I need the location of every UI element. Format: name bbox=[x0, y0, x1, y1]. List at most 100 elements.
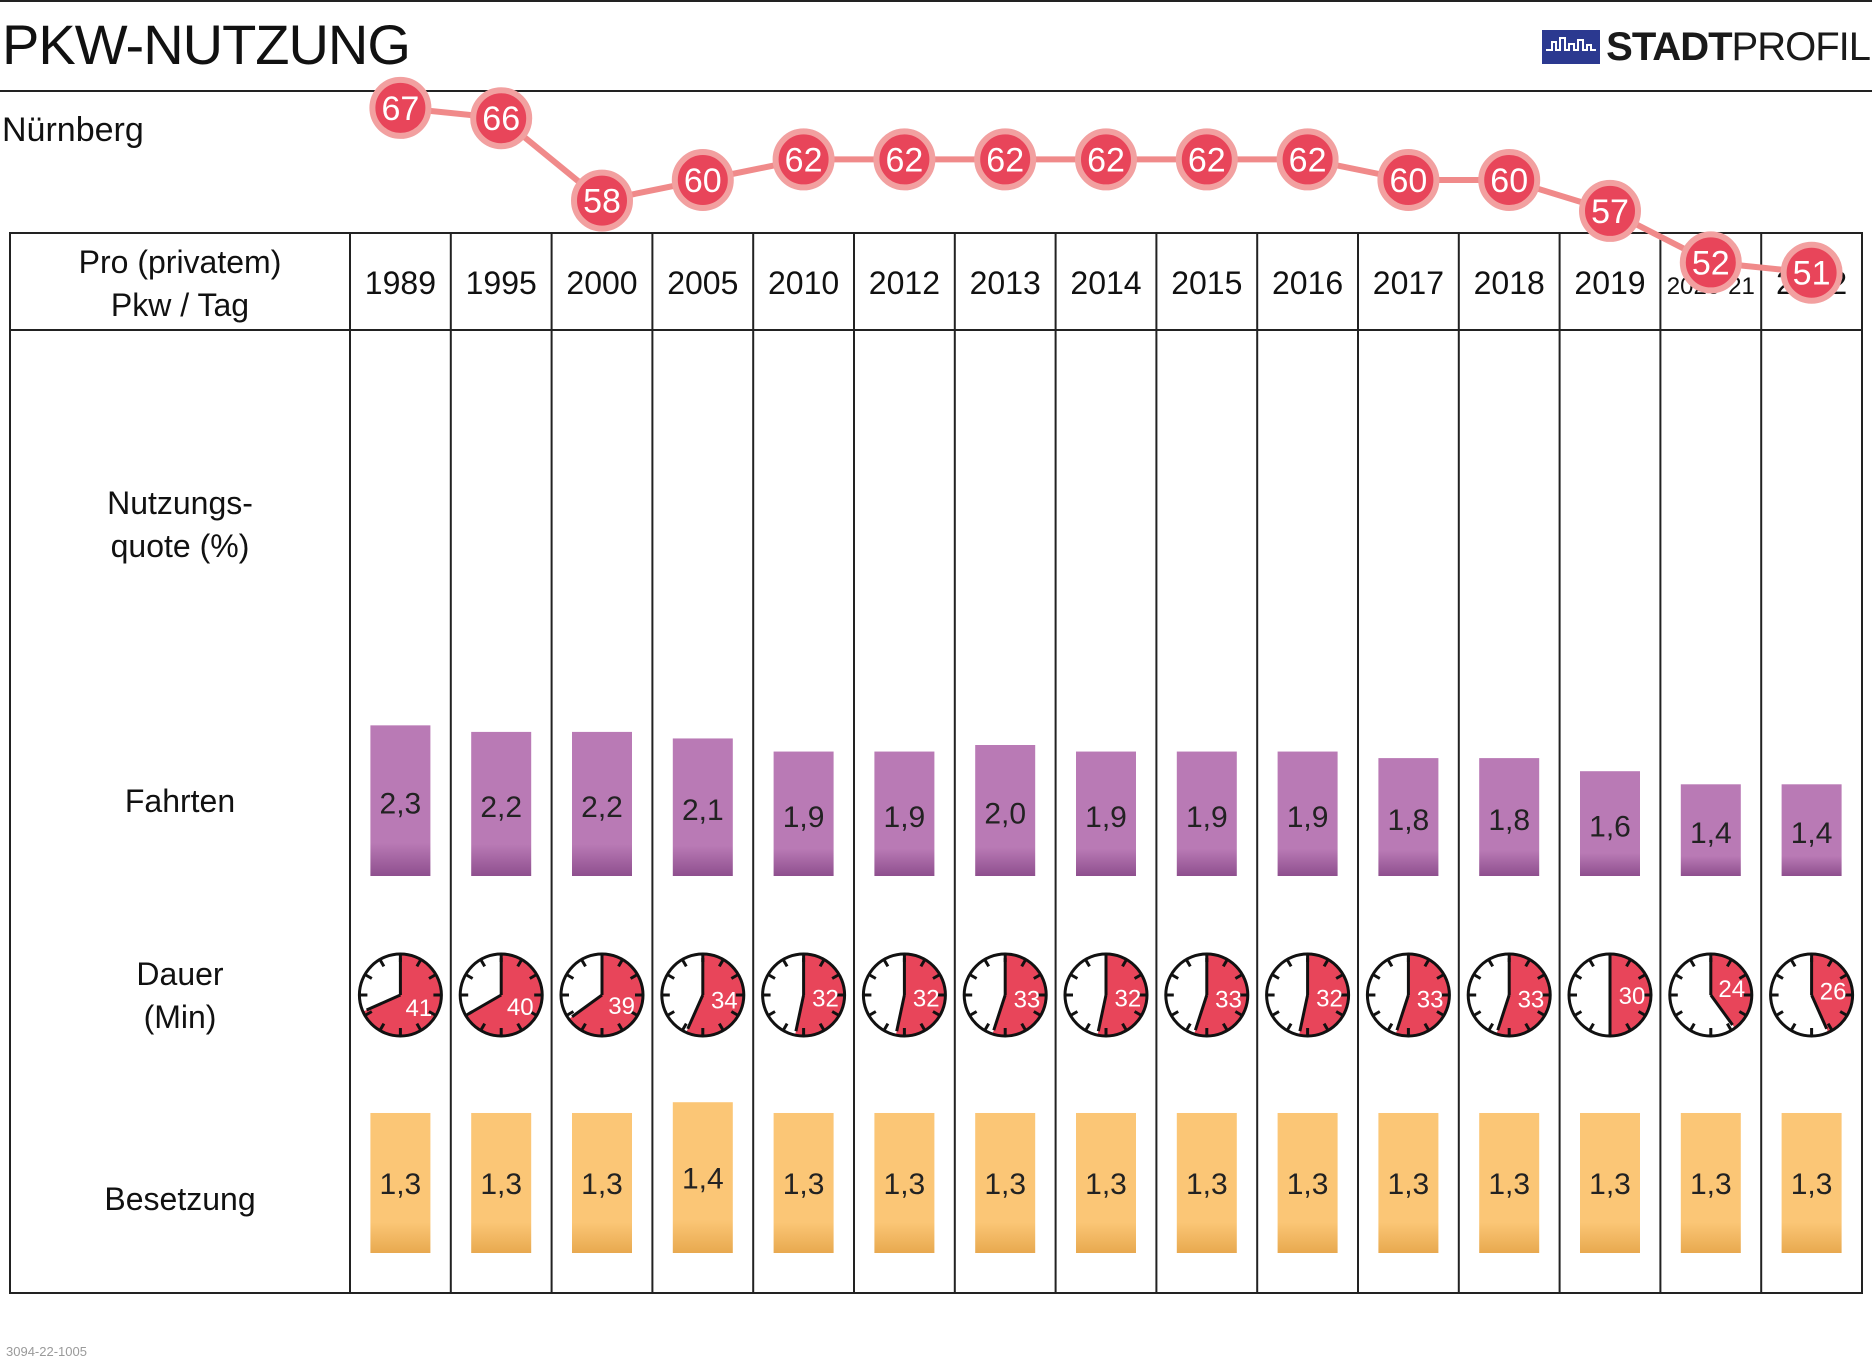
clock-rim bbox=[458, 952, 544, 1038]
fahrten-value: 1,9 bbox=[1287, 801, 1329, 834]
year-label: 2014 bbox=[1070, 265, 1141, 301]
clock-icon bbox=[1668, 952, 1754, 1038]
clock-hand-end bbox=[1193, 994, 1209, 1031]
clock-hand-end bbox=[1496, 994, 1511, 1031]
besetzung-value: 1,3 bbox=[581, 1168, 623, 1201]
besetzung-bar bbox=[1176, 1112, 1237, 1253]
figure-code: 3094-22-1005 bbox=[6, 1344, 87, 1359]
fahrten-value: 2,0 bbox=[984, 798, 1026, 831]
clock-sector bbox=[895, 954, 946, 1036]
fahrten-bar bbox=[1076, 751, 1136, 876]
besetzung-bar bbox=[1378, 1112, 1439, 1253]
besetzung-bar bbox=[1781, 1112, 1842, 1253]
clock-hand-end bbox=[992, 994, 1007, 1031]
dauer-value: 32 bbox=[1316, 985, 1343, 1012]
nutzungsquote-value: 62 bbox=[1087, 141, 1125, 179]
nutzungsquote-point bbox=[772, 128, 835, 191]
nutzungsquote-value: 58 bbox=[583, 183, 621, 221]
dauer-value: 32 bbox=[1115, 985, 1142, 1012]
fahrten-bar bbox=[874, 751, 935, 876]
besetzung-bar bbox=[1277, 1112, 1338, 1253]
nutzungsquote-point bbox=[1276, 128, 1339, 191]
besetzung-bar bbox=[1076, 1112, 1136, 1253]
year-label: 2000 bbox=[566, 265, 637, 301]
dauer-value: 39 bbox=[608, 993, 635, 1020]
nutzungsquote-point bbox=[1679, 231, 1742, 294]
clock-hand-end bbox=[895, 994, 906, 1032]
page-title: PKW-NUTZUNG bbox=[2, 13, 411, 76]
nutzungsquote-point bbox=[1579, 179, 1641, 242]
fahrten-bar bbox=[572, 731, 632, 876]
nutzungsquote-value: 52 bbox=[1692, 244, 1730, 282]
fahrten-value: 1,6 bbox=[1589, 811, 1631, 844]
nutzungsquote-value: 60 bbox=[1490, 162, 1528, 200]
nutzungsquote-value: 60 bbox=[1389, 162, 1427, 200]
dauer-value: 40 bbox=[507, 994, 534, 1021]
dauer-label-line1: Dauer bbox=[136, 956, 224, 992]
nutzungsquote-point bbox=[1175, 128, 1238, 191]
fahrten-bar bbox=[471, 731, 532, 876]
besetzung-series: 1,3 1,3 1,3 1,4 1,3 1,3 1,3 1,3 1,3 1,3 1,3 1,3 1,3 1… bbox=[370, 1102, 1842, 1253]
fahrten-value: 1,9 bbox=[1085, 801, 1127, 834]
besetzung-value: 1,3 bbox=[1488, 1168, 1530, 1201]
clock-icon bbox=[1567, 952, 1653, 1038]
besetzung-value: 1,3 bbox=[1791, 1168, 1833, 1201]
fahrten-value: 2,2 bbox=[480, 791, 522, 824]
nutzungsquote-value: 62 bbox=[986, 141, 1024, 179]
dauer-value: 33 bbox=[1417, 986, 1444, 1013]
clock-sector bbox=[568, 954, 643, 1036]
dauer-value: 30 bbox=[1619, 983, 1646, 1010]
nutzungsquote-value: 62 bbox=[1188, 141, 1226, 179]
dauer-value: 33 bbox=[1215, 986, 1242, 1013]
clock-icon bbox=[357, 952, 443, 1038]
fahrten-bar bbox=[1479, 758, 1540, 876]
dauer-value: 34 bbox=[711, 988, 738, 1015]
fahrten-value: 1,9 bbox=[783, 801, 825, 834]
clock-sector bbox=[1710, 954, 1752, 1029]
clock-icon bbox=[1164, 952, 1250, 1038]
nutzungsquote-value: 62 bbox=[785, 141, 823, 179]
nutzungsquote-point bbox=[1478, 149, 1541, 211]
dauer-value: 24 bbox=[1718, 976, 1745, 1003]
clock-sector bbox=[362, 954, 442, 1036]
clock-hand-end bbox=[1096, 994, 1108, 1032]
besetzung-value: 1,3 bbox=[884, 1168, 926, 1201]
year-label: 2017 bbox=[1373, 265, 1444, 301]
clock-rim bbox=[1063, 952, 1149, 1038]
fahrten-value: 1,9 bbox=[1186, 801, 1228, 834]
besetzung-value: 1,3 bbox=[1186, 1168, 1228, 1201]
besetzung-bar bbox=[874, 1112, 935, 1253]
besetzung-value: 1,3 bbox=[380, 1168, 422, 1201]
clock-icon bbox=[962, 952, 1048, 1038]
fahrten-value: 2,3 bbox=[380, 788, 422, 821]
clock-sector bbox=[795, 954, 845, 1036]
clock-rim bbox=[660, 952, 746, 1038]
clock-rim bbox=[1265, 952, 1351, 1038]
fahrten-bar bbox=[1277, 751, 1338, 876]
dauer-value: 26 bbox=[1820, 978, 1847, 1005]
nutzungsquote-value: 60 bbox=[684, 162, 722, 200]
year-label: 2016 bbox=[1272, 265, 1343, 301]
besetzung-bar bbox=[572, 1112, 632, 1253]
clock-icon bbox=[861, 952, 947, 1038]
nutzungsquote-point bbox=[873, 128, 936, 191]
fahrten-value: 1,8 bbox=[1488, 804, 1530, 837]
fahrten-value: 1,9 bbox=[884, 801, 926, 834]
skyline-icon bbox=[1542, 30, 1601, 64]
clock-hand-end bbox=[1395, 994, 1410, 1031]
besetzung-value: 1,3 bbox=[783, 1168, 825, 1201]
nutzungsquote-value: 51 bbox=[1793, 255, 1831, 293]
clock-hand-end bbox=[1298, 994, 1310, 1032]
besetzung-bar bbox=[975, 1112, 1036, 1253]
besetzung-value: 1,3 bbox=[1589, 1168, 1631, 1201]
fahrten-value: 1,4 bbox=[1791, 817, 1833, 850]
table-grid bbox=[9, 232, 1863, 1294]
clock-sector bbox=[686, 954, 744, 1036]
besetzung-bar bbox=[1680, 1112, 1741, 1253]
clock-rim bbox=[1668, 952, 1754, 1038]
nutzungsquote-label-line2: quote (%) bbox=[111, 528, 250, 564]
fahrten-value: 2,2 bbox=[581, 791, 623, 824]
page-subtitle: Nürnberg bbox=[2, 111, 144, 149]
year-label: 1995 bbox=[466, 265, 537, 301]
